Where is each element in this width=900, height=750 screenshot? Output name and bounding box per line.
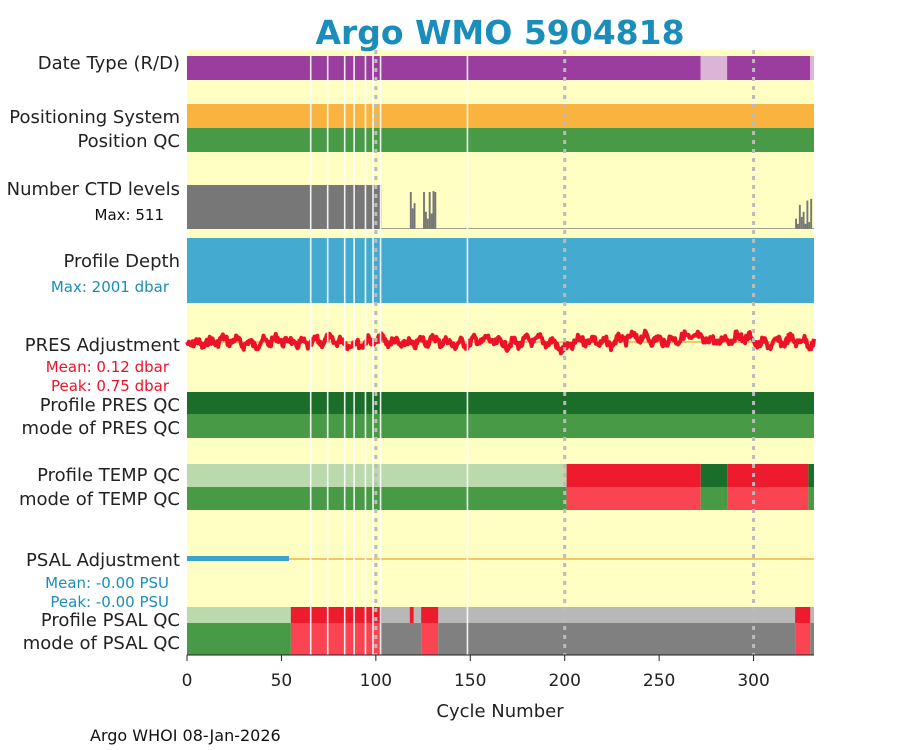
psal-adjustment-mean: Mean: -0.00 PSU [45, 574, 169, 592]
x-tick-label: 50 [271, 671, 293, 691]
ctd-levels-bar [381, 228, 410, 229]
data-marks [185, 56, 816, 656]
label-profile-depth: Profile Depth [63, 251, 180, 272]
date-type-segment [810, 56, 814, 80]
label-ctd-levels: Number CTD levels [7, 179, 180, 200]
x-tick-label: 100 [360, 671, 392, 691]
x-tick-label: 150 [454, 671, 486, 691]
ctd-levels-bar [800, 216, 803, 229]
x-axis-label: Cycle Number [436, 701, 564, 722]
pres-adjustment-trace [185, 328, 816, 356]
ctd-levels-bar [802, 211, 805, 229]
mode-temp-qc-segment [727, 487, 809, 510]
profile-psal-qc-segment [409, 607, 414, 623]
ctd-levels-bar [430, 213, 433, 229]
ctd-levels-max: Max: 511 [95, 206, 164, 224]
ctd-levels-bar [798, 204, 801, 229]
footer-credit: Argo WHOI 08-Jan-2026 [90, 726, 281, 745]
ctd-levels-bar [187, 185, 382, 229]
label-psal-adjustment: PSAL Adjustment [26, 550, 180, 571]
missing-cycle-gap [353, 56, 355, 656]
missing-cycle-gap [372, 56, 374, 656]
ctd-levels-bar [810, 198, 813, 229]
profile-psal-qc-segment [795, 607, 811, 623]
chart-title: Argo WMO 5904818 [315, 13, 684, 52]
mode-temp-qc-segment [187, 487, 567, 510]
ctd-levels-bar [413, 203, 416, 229]
psal-adjustment-trace [187, 556, 289, 561]
label-positioning-system: Positioning System [9, 107, 180, 128]
ctd-levels-bar [428, 191, 431, 229]
mode-psal-qc-segment [187, 623, 291, 655]
label-profile-pres-qc: Profile PRES QC [40, 395, 180, 416]
ctd-levels-bar [411, 208, 414, 229]
ctd-levels-bar [436, 228, 796, 229]
profile-pres-qc-band [187, 392, 814, 414]
pres-adjustment-peak: Peak: 0.75 dbar [51, 377, 170, 395]
label-position-qc: Position QC [77, 131, 180, 152]
mode-psal-qc-segment [795, 623, 811, 655]
profile-temp-qc-segment [727, 464, 809, 487]
ctd-levels-bar [804, 223, 807, 229]
date-type-segment [727, 56, 811, 80]
label-mode-pres-qc: mode of PRES QC [22, 418, 180, 439]
label-mode-psal-qc: mode of PSAL QC [23, 633, 180, 654]
profile-psal-qc-segment [421, 607, 439, 623]
missing-cycle-gap [309, 56, 312, 656]
ctd-levels-bar [797, 223, 799, 229]
mode-psal-qc-segment [381, 623, 422, 655]
ctd-levels-bar [409, 191, 412, 229]
ctd-levels-bar [424, 211, 427, 229]
x-tick-label: 250 [643, 671, 675, 691]
positioning-system-band [187, 104, 814, 128]
mode-temp-qc-segment [808, 487, 814, 510]
x-axis-ticks: 0 50 100 150 200 250 300 [182, 655, 770, 691]
date-type-segment [187, 56, 701, 80]
mode-psal-qc-segment [290, 623, 382, 655]
profile-temp-qc-segment [566, 464, 701, 487]
profile-psal-qc-segment [187, 607, 291, 623]
mode-temp-qc-segment [566, 487, 701, 510]
date-type-segment [700, 56, 728, 80]
label-profile-temp-qc: Profile TEMP QC [37, 465, 180, 486]
x-tick-label: 200 [548, 671, 580, 691]
mode-temp-qc-segment [700, 487, 728, 510]
mode-psal-qc-segment [438, 623, 796, 655]
ctd-levels-bar [426, 218, 429, 229]
profile-temp-qc-segment [808, 464, 814, 487]
ctd-levels-bar [434, 191, 437, 229]
missing-cycle-gap [326, 56, 329, 656]
missing-cycle-gap [343, 56, 346, 656]
ctd-levels-bar [415, 228, 424, 229]
label-pres-adjustment: PRES Adjustment [25, 335, 180, 356]
missing-cycle-gap [379, 56, 382, 656]
vertical-gridlines [374, 50, 756, 655]
missing-cycle-gap [364, 56, 367, 656]
pres-adjustment-mean: Mean: 0.12 dbar [46, 358, 170, 376]
profile-temp-qc-segment [700, 464, 728, 487]
label-date-type: Date Type (R/D) [38, 53, 180, 74]
profile-psal-qc-segment [290, 607, 382, 623]
ctd-levels-bar [795, 218, 798, 229]
ctd-levels-bar [432, 191, 435, 229]
ctd-levels-bar [423, 191, 425, 229]
mode-pres-qc-band [187, 414, 814, 438]
ctd-levels-bar [812, 228, 814, 229]
position-qc-band [187, 128, 814, 152]
profile-depth-max: Max: 2001 dbar [51, 278, 170, 296]
mode-psal-qc-segment [810, 623, 814, 655]
label-mode-temp-qc: mode of TEMP QC [19, 489, 180, 510]
psal-adjustment-peak: Peak: -0.00 PSU [50, 593, 169, 611]
mode-psal-qc-segment [421, 623, 439, 655]
x-tick-label: 0 [182, 671, 193, 691]
ctd-levels-bar [806, 200, 809, 229]
label-profile-psal-qc: Profile PSAL QC [41, 610, 180, 631]
profile-depth-band [187, 238, 814, 303]
ctd-levels-bar [808, 222, 811, 229]
x-tick-label: 300 [737, 671, 769, 691]
missing-cycle-gap [466, 56, 469, 656]
